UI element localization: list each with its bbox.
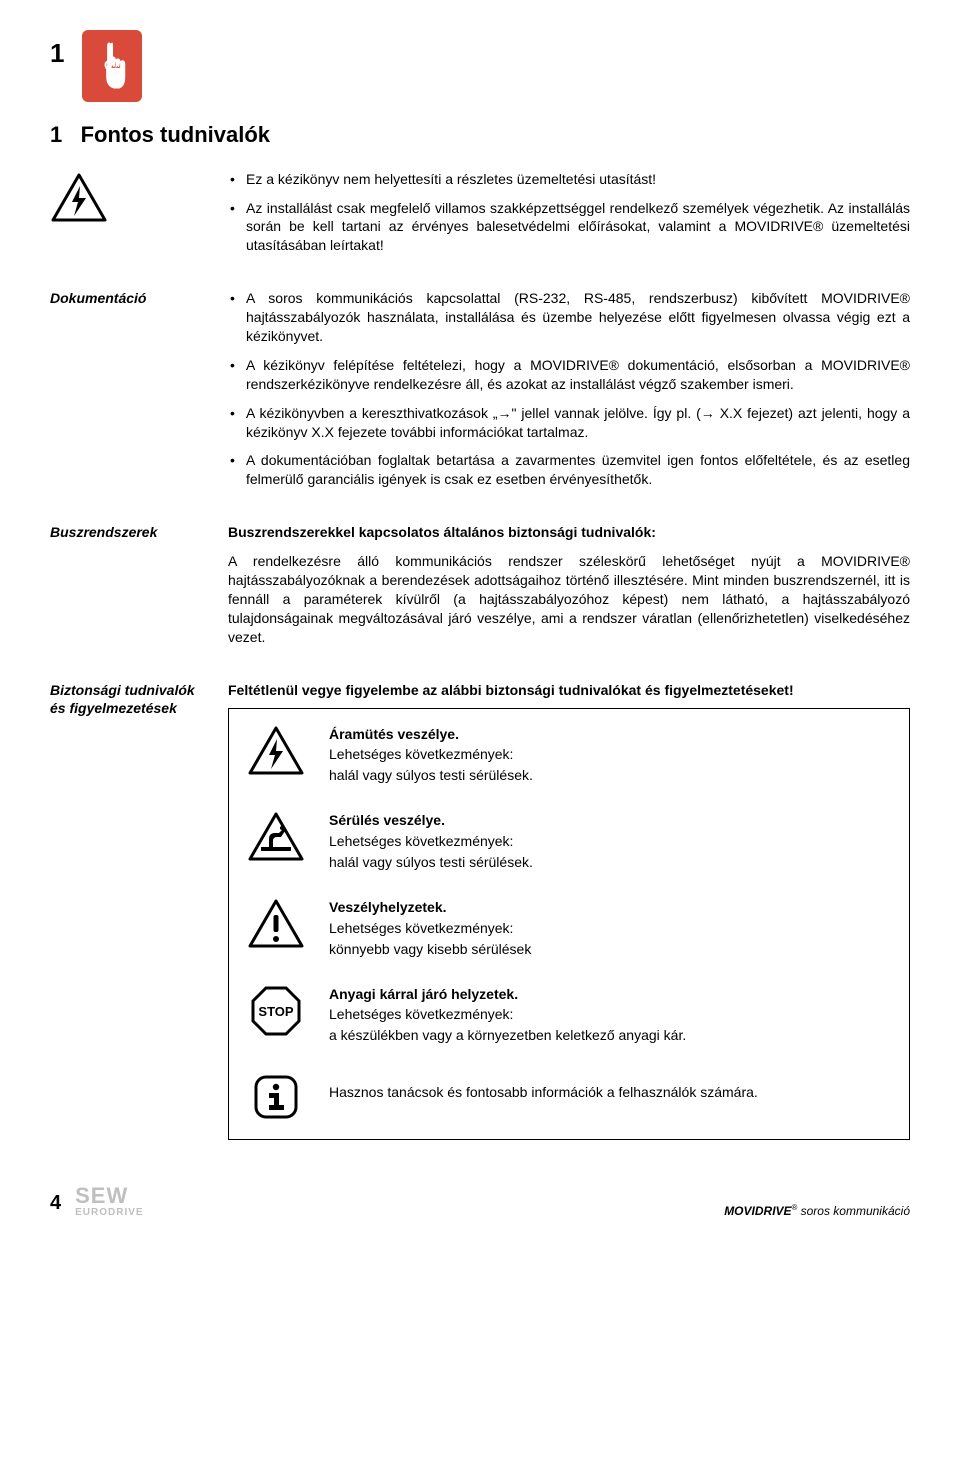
safety-row-heading: Veszélyhelyzetek.: [329, 898, 893, 917]
bus-main: Buszrendszerekkel kapcsolatos általános …: [228, 523, 910, 656]
safety-row-line: könnyebb vagy kisebb sérülések: [329, 940, 893, 959]
bus-side: Buszrendszerek: [50, 523, 200, 656]
safety-row-info: Hasznos tanácsok és fontosabb információ…: [245, 1069, 893, 1125]
safety-block: Biztonsági tudnivalók és figyelmezetések…: [50, 681, 910, 1141]
safety-text: Veszélyhelyzetek. Lehetséges következmén…: [329, 896, 893, 961]
intro-block: Ez a kézikönyv nem helyettesíti a részle…: [50, 170, 910, 266]
bus-heading: Buszrendszerekkel kapcsolatos általános …: [228, 523, 910, 542]
footer-suffix: soros kommunikáció: [797, 1204, 910, 1218]
doc-side: Dokumentáció: [50, 289, 200, 499]
section-title: 1 Fontos tudnivalók: [50, 120, 910, 150]
safety-row-line: halál vagy súlyos testi sérülések.: [329, 766, 893, 785]
safety-row-shock: Áramütés veszélye. Lehetséges következmé…: [245, 723, 893, 788]
safety-row-line: Lehetséges következmények:: [329, 919, 893, 938]
safety-row-line: Lehetséges következmények:: [329, 1005, 893, 1024]
safety-row-heading: Anyagi kárral járó helyzetek.: [329, 985, 893, 1004]
doc-block: Dokumentáció A soros kommunikációs kapcs…: [50, 289, 910, 499]
doc-bullet: A dokumentációban foglaltak betartása a …: [228, 451, 910, 489]
footer-right: MOVIDRIVE® soros kommunikáció: [724, 1203, 910, 1219]
injury-hazard-icon: [245, 809, 307, 865]
attention-hand-icon: [82, 30, 142, 102]
safety-row-line: Lehetséges következmények:: [329, 832, 893, 851]
svg-text:STOP: STOP: [258, 1004, 293, 1019]
page-number-top: 1: [50, 30, 64, 71]
safety-label: Biztonsági tudnivalók és figyelmezetések: [50, 681, 200, 717]
safety-side: Biztonsági tudnivalók és figyelmezetések: [50, 681, 200, 1141]
safety-text: Sérülés veszélye. Lehetséges következmén…: [329, 809, 893, 874]
intro-side: [50, 170, 200, 266]
bus-block: Buszrendszerek Buszrendszerekkel kapcsol…: [50, 523, 910, 656]
stop-icon: STOP: [245, 983, 307, 1039]
section-number: 1: [50, 122, 62, 147]
safety-row-line: Lehetséges következmények:: [329, 745, 893, 764]
safety-text: Hasznos tanácsok és fontosabb információ…: [329, 1069, 893, 1104]
safety-row-heading: Áramütés veszélye.: [329, 725, 893, 744]
intro-main: Ez a kézikönyv nem helyettesíti a részle…: [228, 170, 910, 266]
sew-logo-bottom: EURODRIVE: [75, 1206, 143, 1220]
electrical-warning-icon: [50, 172, 200, 229]
safety-row-heading: Sérülés veszélye.: [329, 811, 893, 830]
page-footer: 4 SEW EURODRIVE MOVIDRIVE® soros kommuni…: [50, 1186, 910, 1219]
section-title-text: Fontos tudnivalók: [81, 122, 270, 147]
safety-intro: Feltétlenül vegye figyelembe az alábbi b…: [228, 681, 910, 700]
doc-main: A soros kommunikációs kapcsolattal (RS-2…: [228, 289, 910, 499]
doc-bullets: A soros kommunikációs kapcsolattal (RS-2…: [228, 289, 910, 489]
general-warning-icon: [245, 896, 307, 952]
intro-bullets: Ez a kézikönyv nem helyettesíti a részle…: [228, 170, 910, 256]
doc-bullet: A kézikönyv felépítése feltételezi, hogy…: [228, 356, 910, 394]
bus-para: A rendelkezésre álló kommunikációs rends…: [228, 552, 910, 646]
safety-row-material: STOP Anyagi kárral járó helyzetek. Lehet…: [245, 983, 893, 1048]
safety-row-injury: Sérülés veszélye. Lehetséges következmén…: [245, 809, 893, 874]
intro-bullet: Ez a kézikönyv nem helyettesíti a részle…: [228, 170, 910, 189]
bus-label: Buszrendszerek: [50, 523, 200, 541]
safety-text: Áramütés veszélye. Lehetséges következmé…: [329, 723, 893, 788]
safety-row-line: halál vagy súlyos testi sérülések.: [329, 853, 893, 872]
safety-main: Feltétlenül vegye figyelembe az alábbi b…: [228, 681, 910, 1141]
info-icon: [245, 1069, 307, 1125]
doc-bullet: A kézikönyvben a kereszthivatkozások „→"…: [228, 404, 910, 442]
doc-bullet: A soros kommunikációs kapcsolattal (RS-2…: [228, 289, 910, 346]
doc-label: Dokumentáció: [50, 289, 200, 307]
shock-hazard-icon: [245, 723, 307, 779]
sew-logo: SEW EURODRIVE: [75, 1186, 143, 1219]
intro-bullet: Az installálást csak megfelelő villamos …: [228, 199, 910, 256]
safety-row-danger: Veszélyhelyzetek. Lehetséges következmén…: [245, 896, 893, 961]
safety-box: Áramütés veszélye. Lehetséges következmé…: [228, 708, 910, 1141]
footer-product: MOVIDRIVE: [724, 1204, 791, 1218]
footer-page-number: 4: [50, 1190, 61, 1219]
sew-logo-top: SEW: [75, 1186, 143, 1206]
footer-left: 4 SEW EURODRIVE: [50, 1186, 144, 1219]
safety-row-line: a készülékben vagy a környezetben keletk…: [329, 1026, 893, 1045]
safety-text: Anyagi kárral járó helyzetek. Lehetséges…: [329, 983, 893, 1048]
safety-row-line: Hasznos tanácsok és fontosabb információ…: [329, 1083, 893, 1102]
page-header: 1: [50, 30, 910, 102]
